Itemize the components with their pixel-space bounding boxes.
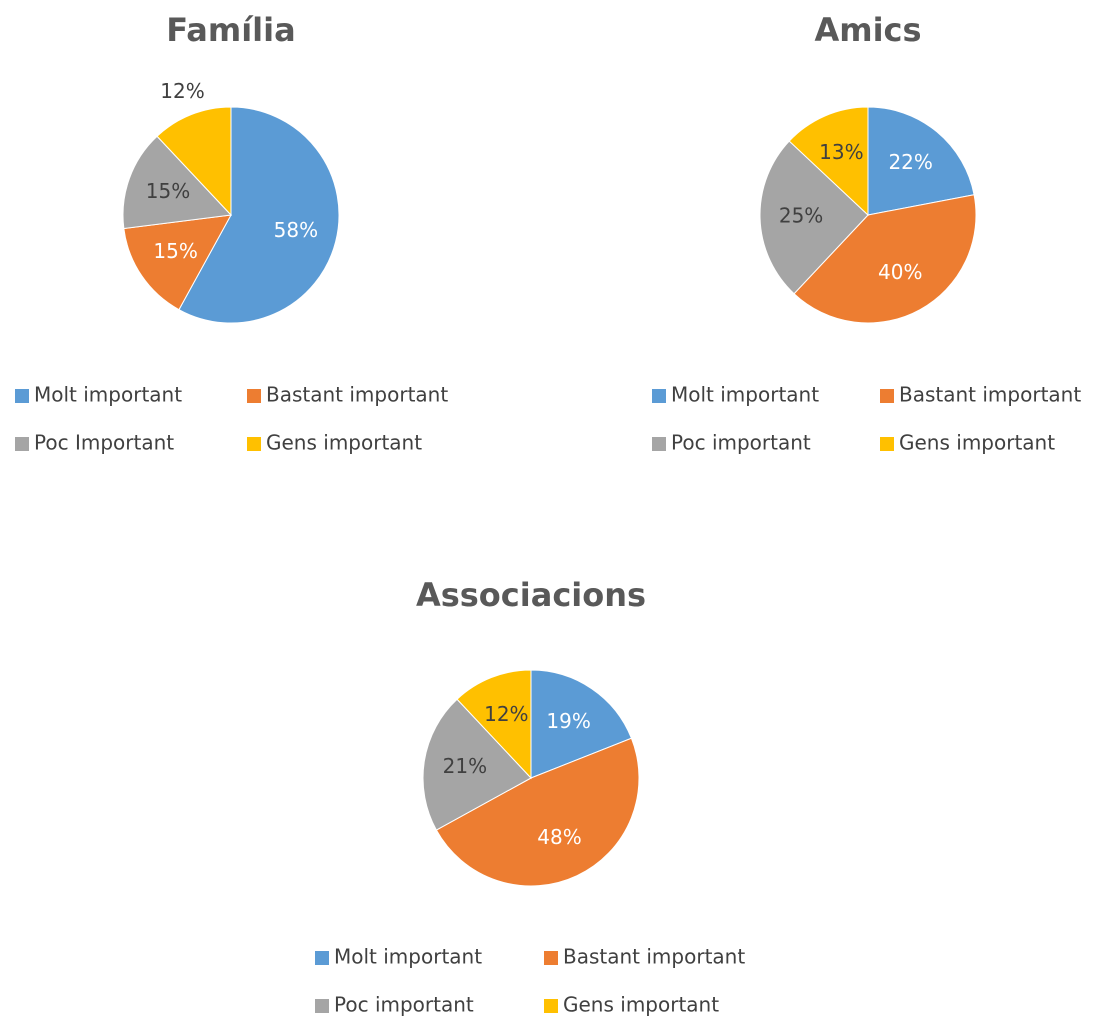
- chart-title: Família: [166, 11, 295, 49]
- legend-label: Gens important: [563, 993, 719, 1017]
- pie-slice: [793, 194, 977, 324]
- data-label: 48%: [537, 825, 581, 849]
- legend-swatch: [544, 999, 558, 1013]
- legend-swatch: [544, 951, 558, 965]
- legend-label: Poc Important: [34, 431, 174, 455]
- data-label: 19%: [546, 709, 590, 733]
- pie-slice: [788, 106, 869, 217]
- legend-label: Molt important: [34, 383, 182, 407]
- data-label: 15%: [153, 239, 197, 263]
- chart-title: Associacions: [416, 576, 646, 614]
- pie-slice: [123, 214, 232, 311]
- pie-slice: [530, 669, 633, 779]
- data-label: 21%: [443, 754, 487, 778]
- legend-swatch: [652, 389, 666, 403]
- legend-swatch: [315, 951, 329, 965]
- legend-swatch: [15, 389, 29, 403]
- legend-label: Molt important: [334, 945, 482, 969]
- data-label: 12%: [484, 702, 528, 726]
- data-label: 15%: [146, 179, 190, 203]
- legend-swatch: [15, 437, 29, 451]
- data-label: 25%: [779, 204, 823, 228]
- pie-slice: [178, 106, 340, 324]
- pie-slice: [456, 669, 532, 780]
- legend-label: Poc important: [334, 993, 474, 1017]
- pie-slice: [422, 698, 532, 831]
- data-label: 12%: [160, 79, 204, 103]
- pie-slice: [435, 737, 640, 887]
- pie-slice: [122, 135, 233, 230]
- pie-chart: Associacions 19% 48% 21% 12% Molt important Ba…: [315, 576, 745, 1017]
- legend-label: Gens important: [266, 431, 422, 455]
- legend-swatch: [880, 437, 894, 451]
- legend-label: Bastant important: [266, 383, 448, 407]
- legend-swatch: [315, 999, 329, 1013]
- pie-slice: [867, 106, 975, 216]
- pie-slice: [156, 106, 232, 217]
- pie-chart: Família 58% 15% 15% 12% Molt important Bastant…: [15, 11, 448, 455]
- legend-label: Gens important: [899, 431, 1055, 455]
- data-label: 13%: [819, 140, 863, 164]
- legend-swatch: [247, 389, 261, 403]
- data-label: 58%: [274, 218, 318, 242]
- data-label: 22%: [888, 150, 932, 174]
- data-label: 40%: [878, 260, 922, 284]
- legend-swatch: [652, 437, 666, 451]
- legend-swatch: [880, 389, 894, 403]
- legend-label: Bastant important: [563, 945, 745, 969]
- chart-title: Amics: [814, 11, 921, 49]
- legend-label: Bastant important: [899, 383, 1081, 407]
- pie-chart: Amics 22% 40% 25% 13% Molt important Bastant i…: [652, 11, 1081, 455]
- legend-swatch: [247, 437, 261, 451]
- legend-label: Molt important: [671, 383, 819, 407]
- pie-slice: [759, 140, 869, 295]
- legend-label: Poc important: [671, 431, 811, 455]
